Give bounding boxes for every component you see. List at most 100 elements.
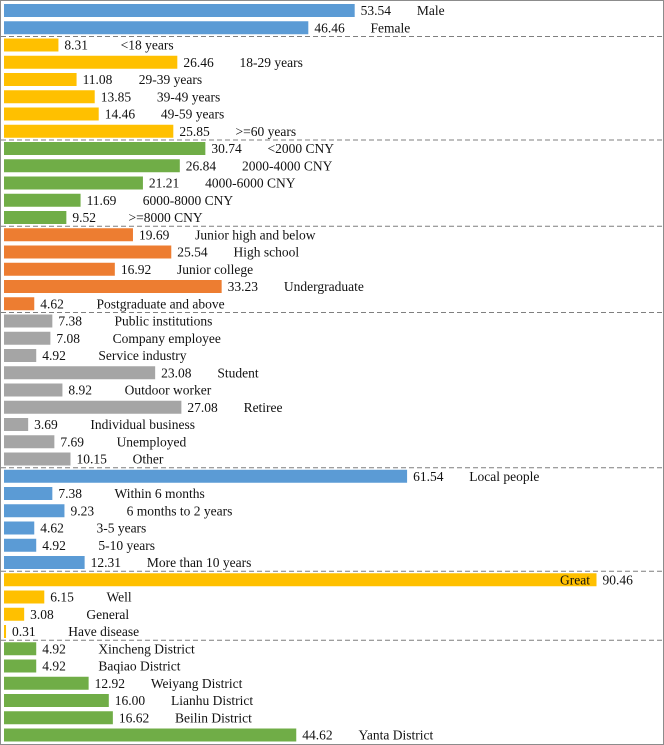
category-label: Male <box>417 3 445 18</box>
bar <box>4 538 37 552</box>
bar-value-label: 14.46 <box>105 107 136 122</box>
bar-value-label: 26.84 <box>186 158 217 173</box>
bar <box>4 590 45 604</box>
bar <box>4 124 174 138</box>
bar <box>4 469 408 483</box>
bar-value-label: 7.69 <box>60 434 84 449</box>
bar <box>4 694 109 707</box>
category-label: 2000-4000 CNY <box>242 158 333 173</box>
bar <box>4 418 29 431</box>
category-label: General <box>86 607 129 622</box>
category-label: Beilin District <box>175 710 252 725</box>
bar <box>4 676 89 690</box>
bar <box>4 625 7 638</box>
bar <box>4 400 182 414</box>
bar-value-label: 44.62 <box>302 728 332 743</box>
bar <box>4 383 63 397</box>
category-label: >=60 years <box>236 124 297 139</box>
bar <box>4 452 71 466</box>
bar-value-label: 4.92 <box>42 538 66 553</box>
bar-value-label: 19.69 <box>139 227 170 242</box>
bar <box>4 73 77 86</box>
category-label: Service industry <box>98 348 186 363</box>
category-label: >=8000 CNY <box>129 210 203 225</box>
bar <box>4 607 25 621</box>
category-label: 6 months to 2 years <box>127 503 233 518</box>
bar-value-label: 21.21 <box>149 176 179 191</box>
bar <box>4 642 37 656</box>
bar-value-label: 27.08 <box>187 400 218 415</box>
category-label: 3-5 years <box>96 521 146 536</box>
bar-value-label: 3.08 <box>30 607 54 622</box>
category-label: High school <box>233 245 299 260</box>
bar <box>4 142 206 155</box>
bar <box>4 262 115 276</box>
bar <box>4 280 222 293</box>
category-label: Weiyang District <box>151 676 243 691</box>
bar-value-label: 16.00 <box>115 693 146 708</box>
bar-value-label: 23.08 <box>161 365 192 380</box>
bar-value-label: 90.46 <box>603 572 634 587</box>
bar <box>4 711 113 725</box>
bar <box>4 659 37 673</box>
category-label: Yanta District <box>358 728 433 743</box>
category-label: Junior high and below <box>195 227 316 242</box>
bar <box>4 176 143 190</box>
category-label: Have disease <box>68 624 139 639</box>
category-label: Female <box>371 20 411 35</box>
category-label: More than 10 years <box>147 555 252 570</box>
bar <box>4 573 597 587</box>
category-label: 18-29 years <box>240 55 303 70</box>
category-label: Student <box>217 365 259 380</box>
bar-value-label: 7.38 <box>58 314 82 329</box>
category-label: Postgraduate and above <box>96 296 224 311</box>
category-label: Retiree <box>244 400 283 415</box>
bar <box>4 314 53 328</box>
category-label: Other <box>133 452 164 467</box>
category-label: Lianhu District <box>171 693 253 708</box>
bar-value-label: 4.92 <box>42 641 66 656</box>
category-label: <2000 CNY <box>268 141 335 156</box>
bar <box>4 297 35 311</box>
category-label: 39-49 years <box>157 89 220 104</box>
bar-value-label: 16.62 <box>119 710 149 725</box>
bar <box>4 38 59 52</box>
bar <box>4 728 297 742</box>
bar <box>4 193 81 207</box>
category-label: Individual business <box>90 417 195 432</box>
bar-value-label: 12.92 <box>95 676 125 691</box>
bar-value-label: 8.92 <box>68 383 92 398</box>
bar <box>4 331 51 345</box>
bar-value-label: 11.08 <box>83 72 113 87</box>
bar-value-label: 0.31 <box>12 624 36 639</box>
bar <box>4 504 65 518</box>
bar <box>4 435 55 449</box>
bar-value-label: 4.92 <box>42 659 66 674</box>
category-label: 29-39 years <box>139 72 202 87</box>
bar <box>4 107 99 121</box>
bar-value-label: 33.23 <box>228 279 259 294</box>
bar-value-label: 13.85 <box>101 89 132 104</box>
bar <box>4 349 37 362</box>
category-label: Public institutions <box>115 314 213 329</box>
category-label: Within 6 months <box>115 486 205 501</box>
bar-value-label: 25.85 <box>179 124 210 139</box>
bar-value-label: 8.31 <box>64 38 88 53</box>
category-label: 4000-6000 CNY <box>205 176 296 191</box>
bar-value-label: 4.92 <box>42 348 66 363</box>
bar-value-label: 10.15 <box>76 452 107 467</box>
value-labels: 53.5446.468.3126.4611.0813.8514.4625.853… <box>12 3 633 743</box>
bar <box>4 55 178 69</box>
bar <box>4 521 35 535</box>
category-label: Xincheng District <box>98 641 195 656</box>
bar-value-label: 25.54 <box>177 245 208 260</box>
bar <box>4 228 133 242</box>
category-label: Unemployed <box>117 434 187 449</box>
bar <box>4 245 172 259</box>
bar-value-label: 6.15 <box>50 590 74 605</box>
category-label: 49-59 years <box>161 107 224 122</box>
bar-value-label: 30.74 <box>211 141 242 156</box>
bar-value-label: 16.92 <box>121 262 151 277</box>
category-label: 5-10 years <box>98 538 155 553</box>
